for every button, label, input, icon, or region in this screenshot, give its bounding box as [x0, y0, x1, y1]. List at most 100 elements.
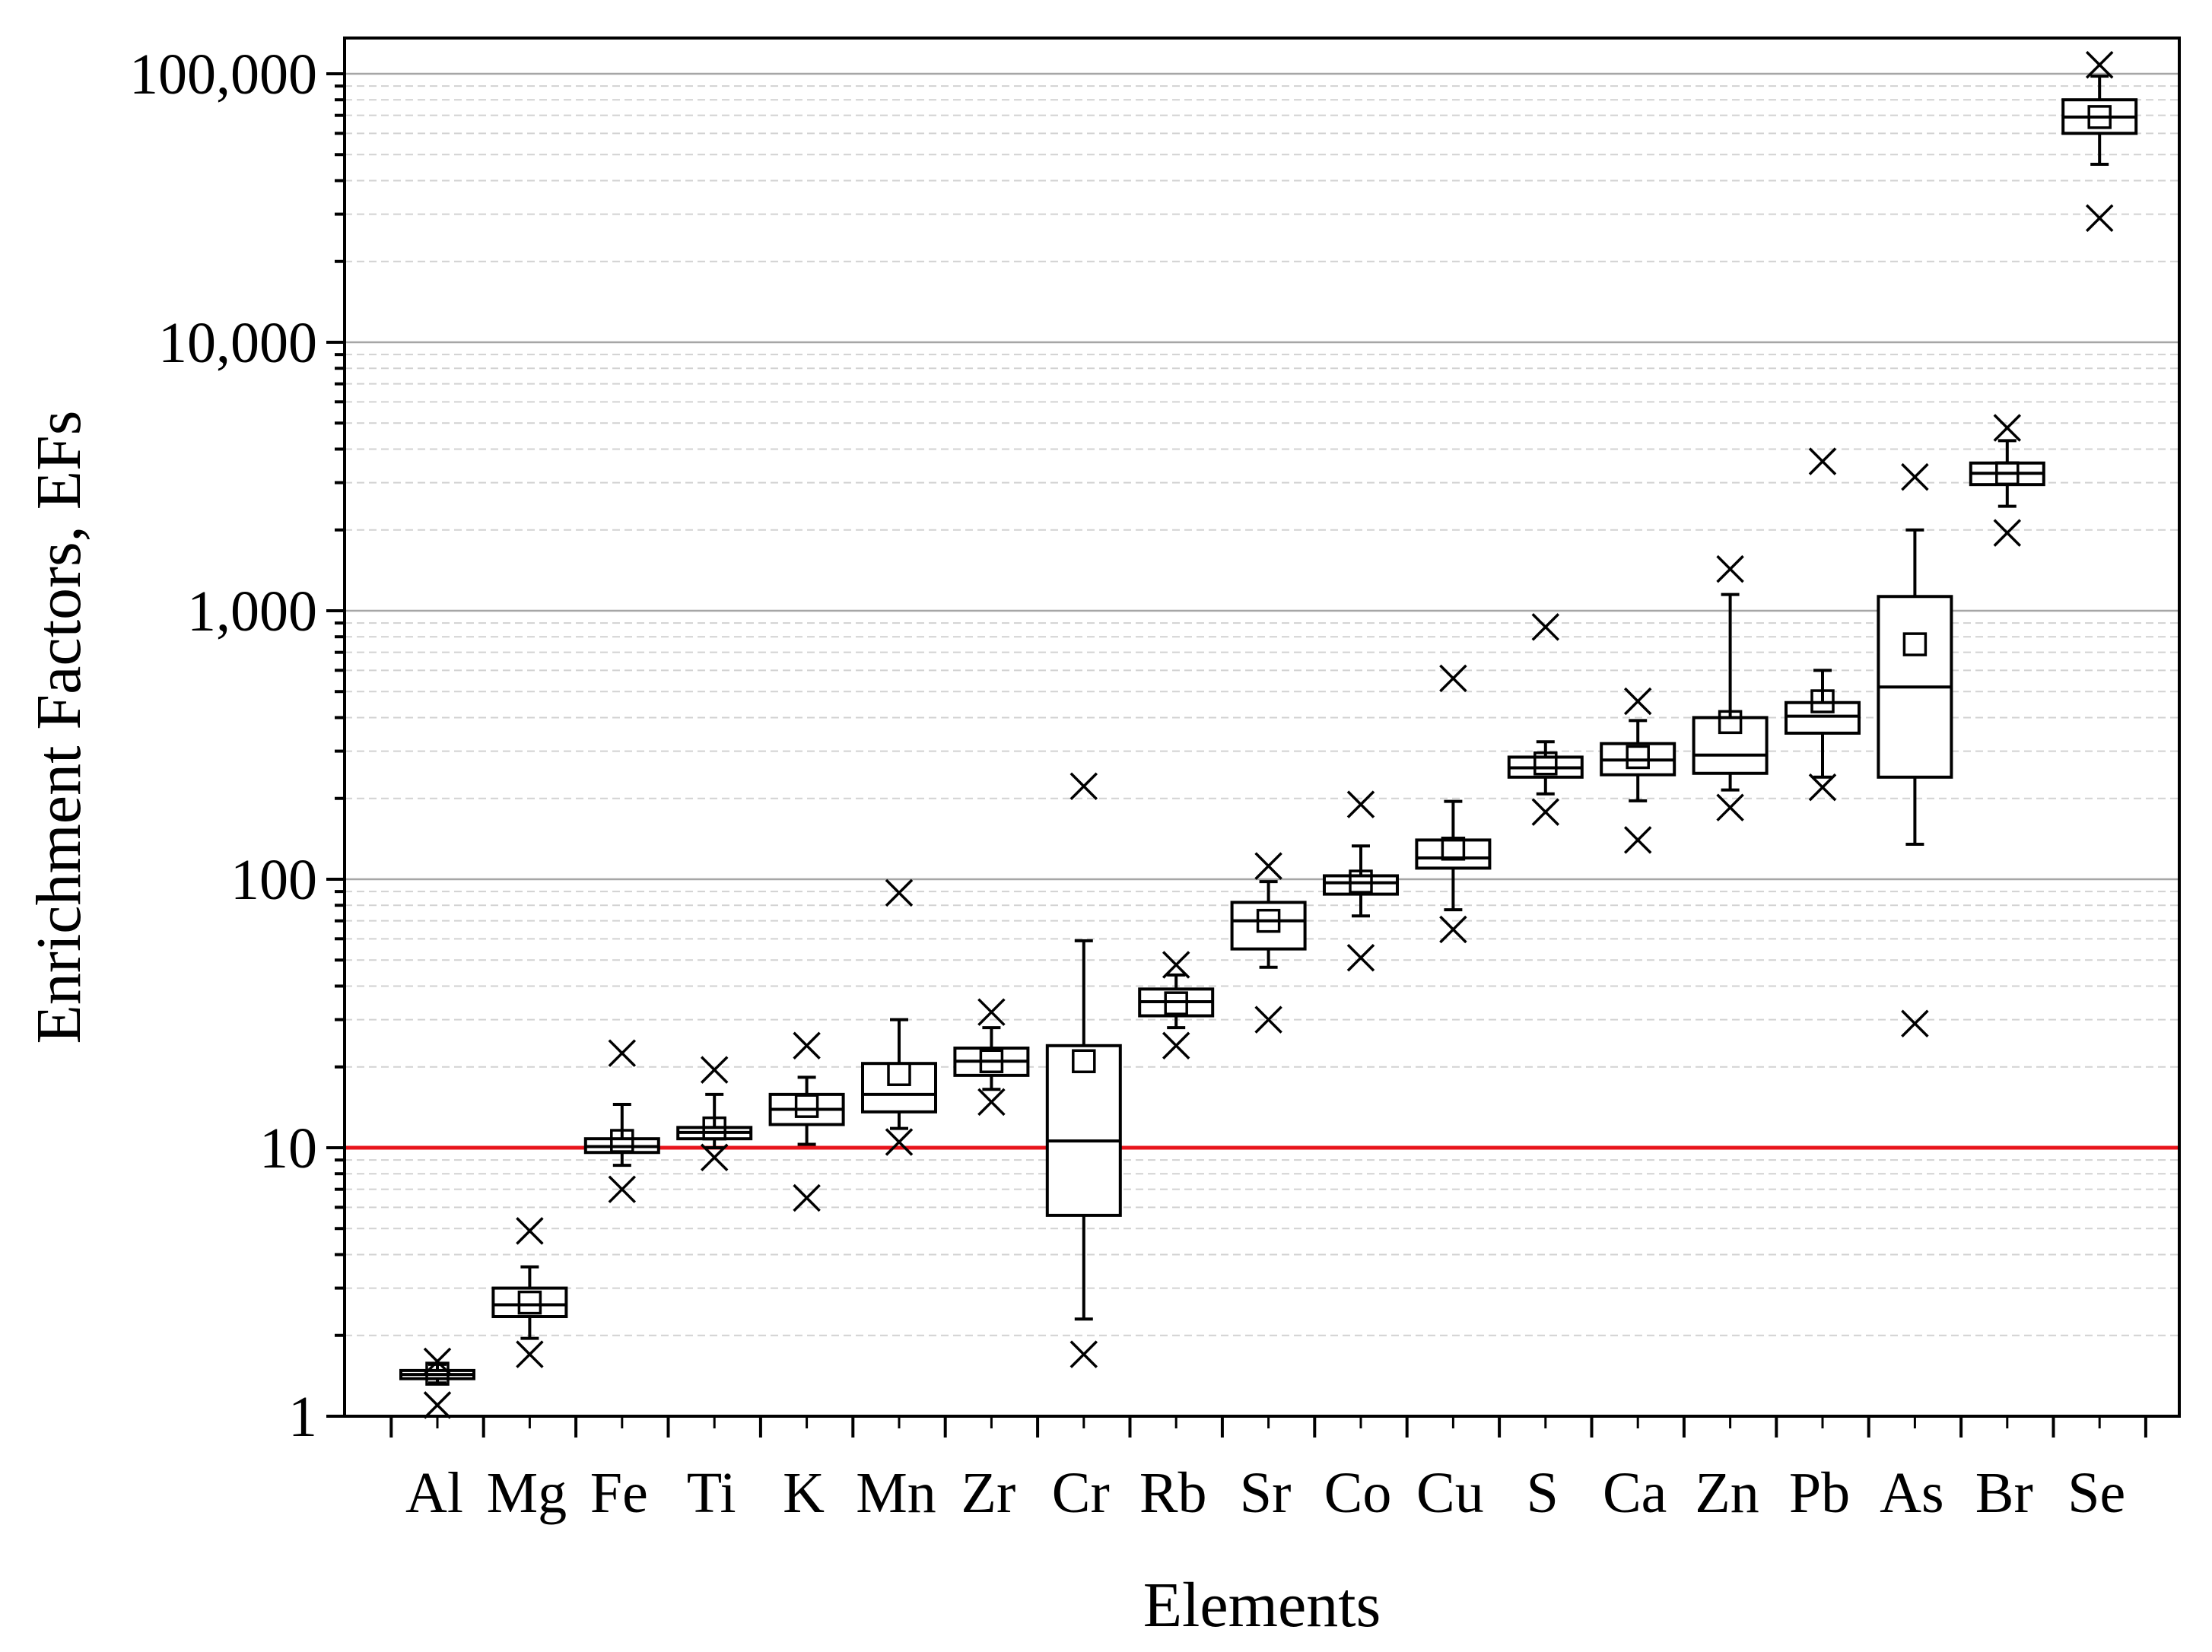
x-tick-label: Mg — [487, 1461, 567, 1525]
x-tick-label: Fe — [590, 1461, 648, 1525]
y-tick-label: 100,000 — [129, 43, 317, 106]
min-marker — [977, 1088, 1006, 1117]
min-cross-stroke — [2085, 204, 2114, 233]
min-marker — [1162, 1031, 1190, 1060]
x-tick-label: Se — [2067, 1461, 2125, 1525]
max-cross-stroke — [2085, 50, 2114, 79]
min-marker — [1346, 943, 1375, 972]
x-tick-label: Ti — [687, 1461, 736, 1525]
y-tick-label: 10,000 — [158, 311, 317, 375]
box-mg — [491, 1217, 568, 1368]
max-marker — [1716, 554, 1744, 583]
x-tick-label: Zr — [961, 1461, 1016, 1525]
iqr-box — [1785, 701, 1861, 735]
max-marker — [1162, 951, 1190, 979]
max-marker — [793, 1031, 821, 1060]
max-cross-stroke — [1993, 414, 2022, 442]
mean-marker — [794, 1094, 819, 1118]
max-cross-stroke — [1531, 613, 1560, 641]
y-tick-label: 10 — [259, 1117, 317, 1180]
min-marker — [1531, 798, 1560, 826]
mean-marker — [1441, 837, 1466, 861]
max-marker — [2085, 50, 2114, 79]
x-tick-label: Mn — [856, 1461, 936, 1525]
x-tick-label: Cu — [1416, 1461, 1484, 1525]
box-pb — [1785, 447, 1861, 802]
box-cu — [1415, 664, 1492, 944]
max-cross-stroke — [700, 1056, 729, 1084]
iqr-box — [861, 1062, 937, 1114]
plot-frame — [343, 37, 2181, 1418]
mean-marker — [1902, 632, 1928, 656]
min-cross-stroke — [885, 1128, 914, 1156]
min-marker — [885, 1128, 914, 1156]
min-cross-stroke — [1808, 773, 1837, 802]
box-k — [768, 1031, 845, 1212]
x-tick-label: As — [1880, 1461, 1943, 1525]
iqr-box — [1323, 874, 1399, 896]
x-tick-label: Br — [1975, 1461, 2033, 1525]
mean-marker — [1718, 710, 1743, 735]
mean-marker — [979, 1049, 1004, 1074]
max-cross-stroke — [1162, 951, 1190, 979]
min-marker — [1993, 519, 2022, 547]
mean-marker — [517, 1290, 542, 1315]
max-marker — [1901, 462, 1929, 491]
max-cross-stroke — [1069, 772, 1098, 800]
min-marker — [1808, 773, 1837, 802]
min-cross-stroke — [1069, 1340, 1098, 1368]
min-cross-stroke — [1346, 943, 1375, 972]
min-marker — [1716, 793, 1744, 821]
box-s — [1507, 613, 1584, 826]
box-rb — [1138, 951, 1215, 1060]
min-marker — [700, 1143, 729, 1172]
max-cross-stroke — [1716, 554, 1744, 583]
x-tick-label: Sr — [1240, 1461, 1292, 1525]
mean-marker — [1256, 908, 1281, 933]
iqr-box — [1415, 838, 1492, 870]
axes: 1 10 100 1,000 10,000 100,000 Al Mg Fe Ti K Mn Zr Cr R… — [129, 43, 2147, 1525]
y-tick-label: 1 — [288, 1385, 317, 1449]
min-cross-stroke — [1162, 1031, 1190, 1060]
mean-marker — [887, 1062, 911, 1086]
box-mn — [861, 878, 937, 1156]
x-axis-label: Elements — [1143, 1570, 1381, 1641]
y-tick-label: 100 — [230, 848, 317, 912]
min-marker — [608, 1175, 637, 1203]
max-cross-stroke — [1623, 687, 1652, 716]
mean-marker — [1349, 869, 1373, 894]
min-marker — [793, 1183, 821, 1212]
mean-marker — [1072, 1049, 1096, 1074]
max-marker — [1346, 790, 1375, 818]
x-tick-label: Cr — [1052, 1461, 1110, 1525]
max-marker — [1069, 772, 1098, 800]
max-marker — [1531, 613, 1560, 641]
max-marker — [1623, 687, 1652, 716]
y-tick-label: 1,000 — [187, 580, 317, 643]
min-cross-stroke — [1623, 826, 1652, 854]
x-tick-label: K — [783, 1461, 825, 1525]
max-marker — [1254, 852, 1282, 880]
mean-marker — [2087, 105, 2112, 129]
box-al — [399, 1347, 475, 1419]
mean-marker — [1995, 461, 2020, 486]
max-marker — [700, 1056, 729, 1084]
max-marker — [1808, 447, 1837, 475]
max-marker — [977, 998, 1006, 1026]
x-tick-label: Pb — [1789, 1461, 1850, 1525]
max-cross-stroke — [1808, 447, 1837, 475]
mean-marker — [702, 1116, 726, 1141]
mean-marker — [1164, 991, 1188, 1015]
min-marker — [1439, 915, 1467, 944]
box-layer — [399, 50, 2138, 1419]
box-fe — [583, 1039, 660, 1203]
min-cross-stroke — [608, 1175, 637, 1203]
x-tick-label: Al — [405, 1461, 463, 1525]
y-axis-label: Enrichment Factors, EFs — [24, 411, 94, 1044]
min-cross-stroke — [1716, 793, 1744, 821]
min-cross-stroke — [1901, 1009, 1929, 1038]
max-cross-stroke — [608, 1039, 637, 1067]
min-cross-stroke — [793, 1183, 821, 1212]
max-cross-stroke — [1901, 462, 1929, 491]
